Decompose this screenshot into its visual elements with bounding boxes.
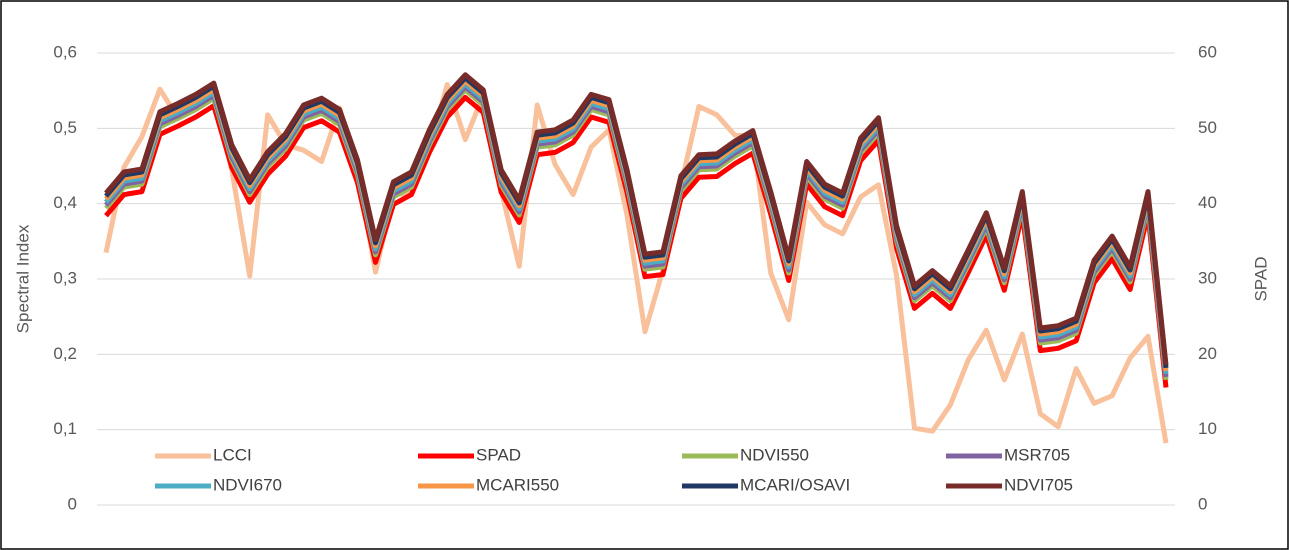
legend-label: MCARI550 xyxy=(476,475,559,494)
y2-tick-label: 50 xyxy=(1198,118,1217,137)
legend-label: LCCI xyxy=(213,445,252,464)
legend-label: NDVI550 xyxy=(740,445,809,464)
legend-label: MCARI/OSAVI xyxy=(740,475,850,494)
y-tick-label: 0,4 xyxy=(53,193,77,212)
y2-tick-label: 0 xyxy=(1198,494,1207,513)
y2-tick-label: 20 xyxy=(1198,344,1217,363)
legend-label: SPAD xyxy=(476,445,521,464)
y-tick-label: 0,6 xyxy=(53,42,77,61)
y-tick-label: 0,2 xyxy=(53,344,77,363)
y-tick-label: 0,1 xyxy=(53,419,77,438)
series-line xyxy=(104,72,1169,366)
y2-tick-label: 60 xyxy=(1198,42,1217,61)
y2-tick-label: 10 xyxy=(1198,419,1217,438)
y2-tick-label: 30 xyxy=(1198,268,1217,287)
legend: LCCI SPAD NDVI550 MSR705 NDVI670 MCARI550 MCAR… xyxy=(155,445,1073,494)
y-tick-label: 0,3 xyxy=(53,268,77,287)
y-tick-label: 0,5 xyxy=(53,118,77,137)
y-tick-label: 0 xyxy=(68,494,77,513)
legend-label: NDVI670 xyxy=(213,475,282,494)
y2-axis-label: SPAD xyxy=(1251,256,1270,301)
legend-label: MSR705 xyxy=(1004,445,1070,464)
legend-label: NDVI705 xyxy=(1004,475,1073,494)
y-axis-label: Spectral Index xyxy=(13,224,32,333)
y2-tick-label: 40 xyxy=(1198,193,1217,212)
